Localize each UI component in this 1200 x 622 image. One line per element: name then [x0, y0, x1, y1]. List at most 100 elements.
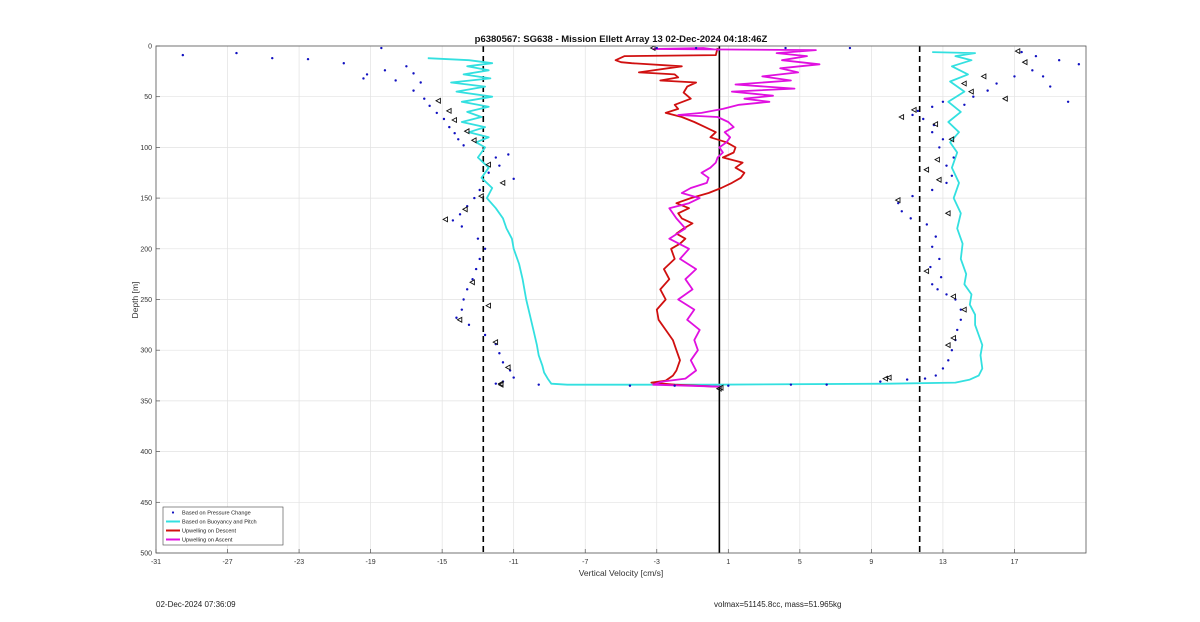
pressure-change-point: [1077, 63, 1081, 66]
pressure-change-point: [1049, 85, 1052, 88]
footer-volmax-mass: volmax=51145.8cc, mass=51.965kg: [714, 600, 842, 609]
pressure-change-point: [1041, 75, 1045, 78]
pressure-change-point: [483, 333, 487, 337]
pressure-change-point: [405, 65, 408, 68]
pressure-change-point: [512, 177, 515, 181]
pressure-change-point: [930, 105, 934, 109]
x-axis-label: Vertical Velocity [cm/s]: [579, 568, 664, 578]
pressure-change-point: [365, 73, 369, 76]
pressure-change-point: [306, 57, 310, 61]
pressure-change-marker: [715, 385, 722, 392]
pressure-change-marker: [894, 196, 901, 204]
pressure-change-marker: [948, 136, 955, 143]
pressure-change-point: [498, 164, 501, 167]
y-tick-label: 50: [144, 94, 152, 101]
pressure-change-point: [235, 51, 238, 55]
legend-label-ascent: Upwelling on Ascent: [182, 538, 233, 544]
y-tick-label: 300: [140, 348, 152, 355]
pressure-change-point: [950, 349, 954, 352]
pressure-change-point: [922, 117, 925, 121]
y-tick-label: 200: [140, 246, 152, 253]
pressure-change-point: [462, 298, 465, 301]
pressure-change-point: [383, 69, 387, 72]
pressure-change-point: [628, 384, 632, 387]
pressure-change-point: [911, 113, 914, 117]
x-tick-label: 1: [726, 559, 730, 566]
pressure-change-marker: [950, 293, 956, 300]
pressure-change-point: [473, 196, 476, 200]
pressure-change-marker: [898, 113, 905, 121]
pressure-change-point: [925, 223, 929, 226]
pressure-change-point: [900, 210, 903, 213]
pressure-change-point: [494, 156, 498, 159]
pressure-change-marker: [944, 341, 951, 349]
pressure-change-marker: [463, 128, 470, 135]
pressure-change-point: [930, 283, 934, 286]
pressure-change-point: [934, 235, 937, 238]
pressure-change-marker: [923, 267, 930, 275]
pressure-change-point: [941, 138, 945, 141]
pressure-change-point: [939, 275, 943, 279]
pressure-change-point: [494, 382, 498, 385]
pressure-change-point: [455, 316, 458, 319]
pressure-change-marker: [882, 375, 888, 382]
x-tick-label: -23: [294, 559, 304, 566]
pressure-change-marker: [923, 166, 930, 173]
x-tick-label: -19: [366, 559, 376, 566]
y-tick-label: 450: [140, 500, 152, 507]
pressure-change-point: [905, 378, 909, 381]
pressure-change-point: [950, 174, 954, 177]
pressure-change-point: [789, 383, 793, 386]
legend-swatch-pressure: [171, 511, 175, 514]
pressure-change-point: [537, 383, 540, 386]
pressure-change-point: [938, 257, 941, 261]
pressure-change-point: [963, 103, 966, 107]
pressure-change-point: [1031, 69, 1034, 72]
pressure-change-point: [458, 213, 462, 216]
x-tick-label: -7: [582, 559, 588, 566]
pressure-change-point: [460, 225, 464, 228]
pressure-change-point: [460, 308, 464, 311]
pressure-change-marker: [469, 279, 475, 286]
legend-box: [162, 506, 284, 546]
pressure-change-marker: [456, 316, 463, 323]
series-line-upwelling-on-ascent: [652, 47, 821, 388]
pressure-change-marker: [944, 210, 951, 217]
pressure-change-point: [897, 201, 900, 205]
pressure-change-point: [909, 217, 912, 220]
pressure-change-point: [945, 181, 948, 185]
pressure-change-marker: [435, 97, 441, 104]
pressure-change-marker: [1001, 95, 1008, 102]
pressure-change-point: [936, 288, 939, 291]
pressure-change-point: [941, 100, 945, 103]
pressure-change-point: [498, 352, 501, 355]
pressure-change-point: [825, 383, 828, 386]
x-tick-label: -11: [509, 559, 519, 566]
pressure-change-marker: [445, 107, 452, 115]
pressure-change-point: [412, 89, 415, 92]
pressure-change-marker: [461, 206, 468, 213]
legend-label-pressure: Based on Pressure Change: [182, 511, 251, 517]
pressure-change-point: [271, 56, 274, 60]
footer-timestamp: 02-Dec-2024 07:36:09: [156, 600, 236, 609]
pressure-change-point: [911, 194, 914, 198]
pressure-change-marker: [504, 364, 511, 371]
pressure-change-point: [423, 97, 426, 100]
y-tick-label: 350: [140, 398, 152, 405]
y-tick-label: 250: [140, 297, 152, 304]
y-axis-label: Depth [m]: [130, 282, 140, 319]
pressure-change-point: [478, 188, 481, 192]
y-tick-label: 150: [140, 196, 152, 203]
pressure-change-marker: [485, 161, 491, 168]
pressure-change-point: [934, 374, 937, 377]
pressure-change-point: [483, 247, 487, 250]
pressure-change-point: [1057, 58, 1061, 62]
pressure-change-marker: [960, 80, 967, 87]
pressure-change-point: [929, 265, 932, 269]
pressure-change-point: [848, 46, 852, 50]
pressure-change-point: [930, 245, 934, 248]
pressure-change-point: [465, 288, 469, 291]
pressure-change-point: [507, 153, 510, 156]
pressure-change-point: [673, 384, 676, 387]
pressure-change-marker: [485, 302, 491, 309]
